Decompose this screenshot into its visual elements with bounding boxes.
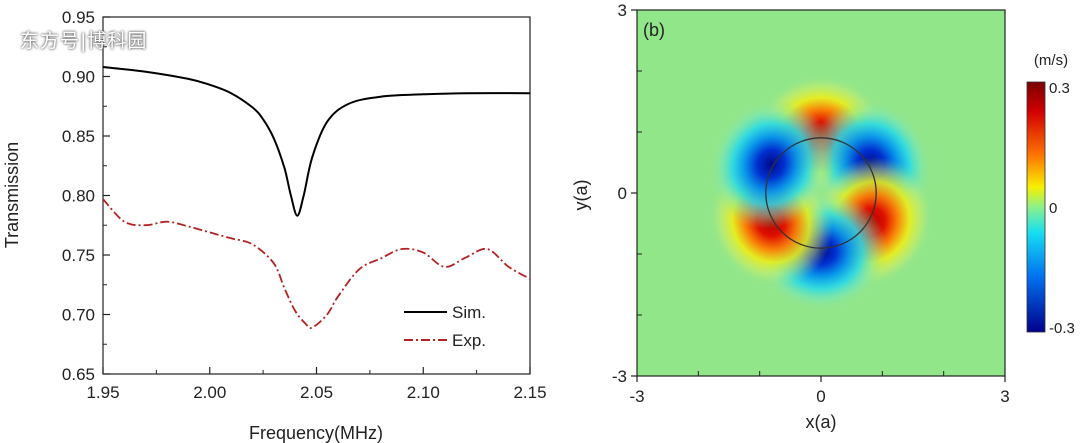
heatmap-x-tick-label: 0 <box>816 387 825 406</box>
x-tick-label: 2.00 <box>193 383 226 402</box>
y-tick-label: 0.70 <box>62 306 95 325</box>
heatmap-y-title: y(a) <box>571 180 591 211</box>
y-tick-label: 0.90 <box>62 68 95 87</box>
legend: Sim. Exp. <box>404 303 486 350</box>
series-layer <box>102 66 531 330</box>
x-axis-title: Frequency(MHz) <box>249 423 383 443</box>
y-axis-title: Transmission <box>2 142 22 248</box>
exp-series-line <box>102 198 531 330</box>
colorbar-unit: (m/s) <box>1034 52 1068 69</box>
heatmap-x-tick-label: 3 <box>1000 387 1009 406</box>
colorbar: (m/s) 0.3 0 -0.3 <box>1026 52 1075 337</box>
heatmap-axis-ticks: -3 0 3 -3 0 3 <box>612 1 1010 406</box>
legend-exp-label: Exp. <box>452 331 486 350</box>
colorbar-tick-min: -0.3 <box>1049 320 1075 337</box>
colorbar-tick-zero: 0 <box>1049 200 1057 217</box>
y-tick-label: 0.85 <box>62 127 95 146</box>
heatmap-y-tick-label: -3 <box>612 367 627 386</box>
field-lobes <box>708 74 934 312</box>
heatmap-x-title: x(a) <box>806 412 837 432</box>
x-tick-label: 1.95 <box>86 383 119 402</box>
x-tick-label: 2.15 <box>513 383 546 402</box>
colorbar-tick-max: 0.3 <box>1049 80 1070 97</box>
heatmap-y-tick-label: 3 <box>618 1 627 20</box>
panel-label: (b) <box>643 20 665 40</box>
y-tick-label: 0.80 <box>62 187 95 206</box>
legend-sim-label: Sim. <box>452 303 486 322</box>
velocity-field-heatmap: -3 0 3 -3 0 3 (b) x(a) y(a) (m/s) 0.3 0 -0.3 <box>571 1 1075 432</box>
y-tick-label: 0.95 <box>62 8 95 27</box>
colorbar-gradient <box>1026 81 1046 333</box>
resonator-ring <box>765 137 877 249</box>
x-tick-label: 2.10 <box>407 383 440 402</box>
heatmap-y-tick-label: 0 <box>618 184 627 203</box>
sim-series-line <box>102 66 531 217</box>
heatmap-x-tick-label: -3 <box>629 387 644 406</box>
axis-ticks: 1.95 2.00 2.05 2.10 2.15 0.65 0.70 0.75 0.80 0.85… <box>62 8 547 402</box>
y-tick-label: 0.75 <box>62 246 95 265</box>
y-tick-label: 0.65 <box>62 365 95 384</box>
transmission-chart: 1.95 2.00 2.05 2.10 2.15 0.65 0.70 0.75 0.80 0.85… <box>2 8 547 443</box>
negative-lobe <box>708 98 833 230</box>
x-tick-label: 2.05 <box>300 383 333 402</box>
